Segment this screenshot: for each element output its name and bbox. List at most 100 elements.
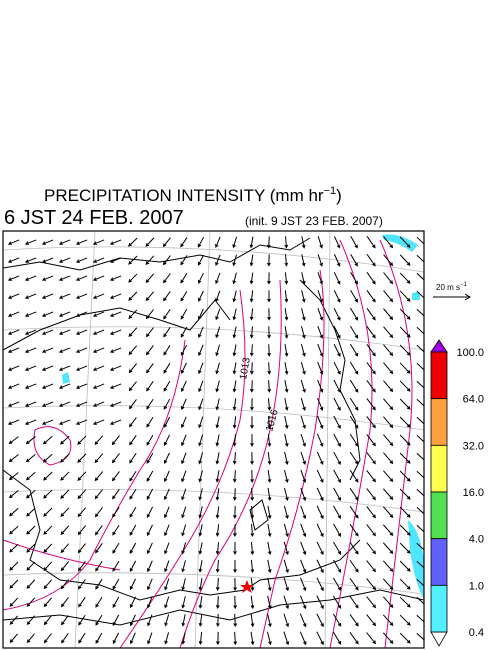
wind-arrow (197, 272, 204, 284)
wind-arrow (283, 505, 289, 520)
wind-arrow (129, 614, 136, 627)
wind-arrow (333, 361, 341, 375)
wind-arrow (383, 380, 394, 393)
wind-arrow (26, 543, 36, 553)
wind-arrow (198, 542, 203, 555)
wind-arrow (215, 272, 221, 285)
wind-arrow (95, 560, 103, 572)
wind-arrow (26, 579, 36, 589)
wind-arrow (198, 632, 203, 645)
wind-arrow (129, 560, 137, 573)
wind-arrow (317, 308, 324, 321)
wind-arrow (349, 632, 359, 645)
wind-arrow (416, 596, 424, 605)
wind-arrow (250, 452, 254, 465)
wind-arrow (366, 524, 376, 537)
colorbar-segment (430, 584, 448, 633)
wind-arrow (232, 326, 237, 339)
wind-arrow (215, 254, 221, 267)
wind-arrow (128, 291, 138, 301)
wind-arrow (7, 383, 20, 389)
wind-arrow (366, 416, 376, 429)
wind-arrow (9, 597, 19, 607)
wind-arrow (60, 579, 69, 590)
wind-arrow (75, 275, 88, 281)
wind-arrow (164, 632, 170, 645)
wind-arrow (58, 311, 71, 317)
wind-arrow (250, 577, 255, 592)
wind-arrow (283, 595, 290, 610)
wind-arrow (41, 365, 54, 371)
wind-arrow (266, 236, 271, 249)
isobar (179, 279, 282, 648)
wind-arrow (164, 578, 170, 591)
wind-arrow (267, 272, 271, 285)
wind-arrow (75, 347, 88, 353)
wind-arrow (146, 470, 154, 482)
wind-arrow (198, 434, 204, 447)
precip-area (412, 292, 420, 300)
wind-arrow (317, 236, 323, 249)
wind-arrow (416, 254, 424, 263)
wind-arrow (316, 577, 324, 592)
wind-arrow (111, 453, 120, 464)
wind-arrow (284, 380, 289, 393)
wind-arrow (366, 632, 377, 645)
wind-scale-label: 20 m s−1 (436, 282, 468, 292)
wind-arrow (267, 595, 272, 610)
wind-arrow (146, 452, 154, 464)
wind-arrow (399, 380, 411, 392)
location-star (240, 580, 254, 593)
wind-arrow (233, 524, 237, 537)
wind-arrow (145, 237, 155, 247)
colorbar-segment (430, 538, 448, 586)
wind-arrow (128, 273, 138, 283)
wind-scale-exponent: −1 (460, 282, 468, 288)
wind-arrow (316, 487, 324, 502)
wind-arrow (198, 398, 204, 411)
colorbar: 100.0 64.0 32.0 16.0 4.0 1.0 0.4 (430, 339, 484, 647)
wind-arrow (128, 237, 138, 247)
wind-arrow (8, 454, 19, 463)
wind-arrow (163, 488, 170, 501)
wind-arrow (316, 541, 324, 556)
wind-arrow (416, 470, 424, 479)
wind-arrow (24, 419, 37, 425)
wind-arrow (78, 597, 86, 608)
wind-arrow (350, 307, 359, 321)
wind-arrow (92, 347, 105, 353)
colorbar-label: 32.0 (463, 440, 484, 452)
wind-arrow (164, 524, 170, 537)
wind-arrow (383, 290, 394, 303)
wind-arrow (60, 525, 70, 536)
wind-arrow (333, 523, 342, 537)
wind-arrow (7, 257, 20, 263)
wind-arrow (24, 383, 37, 389)
wind-arrow (163, 434, 170, 446)
wind-arrow (58, 347, 71, 353)
wind-arrow (284, 433, 289, 447)
wind-arrow (92, 275, 105, 281)
wind-arrow (267, 505, 272, 520)
wind-arrow (316, 469, 324, 484)
wind-arrow (399, 344, 411, 356)
wind-arrow (300, 344, 306, 357)
wind-arrow (129, 453, 137, 464)
wind-arrow (366, 344, 376, 357)
wind-arrow (109, 401, 122, 407)
wind-arrow (300, 505, 307, 520)
wind-arrow (95, 543, 103, 554)
wind-arrow (112, 596, 120, 608)
wind-arrow (283, 541, 289, 556)
wind-arrow (8, 436, 19, 445)
wind-arrow (111, 471, 120, 482)
wind-arrow (77, 543, 86, 554)
wind-arrow (383, 452, 394, 465)
wind-arrow (181, 434, 187, 447)
wind-arrow (416, 380, 424, 389)
wind-arrow (284, 362, 289, 375)
wind-arrow (43, 615, 52, 626)
wind-arrow (366, 253, 376, 267)
colorbar-segment (430, 351, 448, 400)
wind-arrow (215, 613, 220, 628)
